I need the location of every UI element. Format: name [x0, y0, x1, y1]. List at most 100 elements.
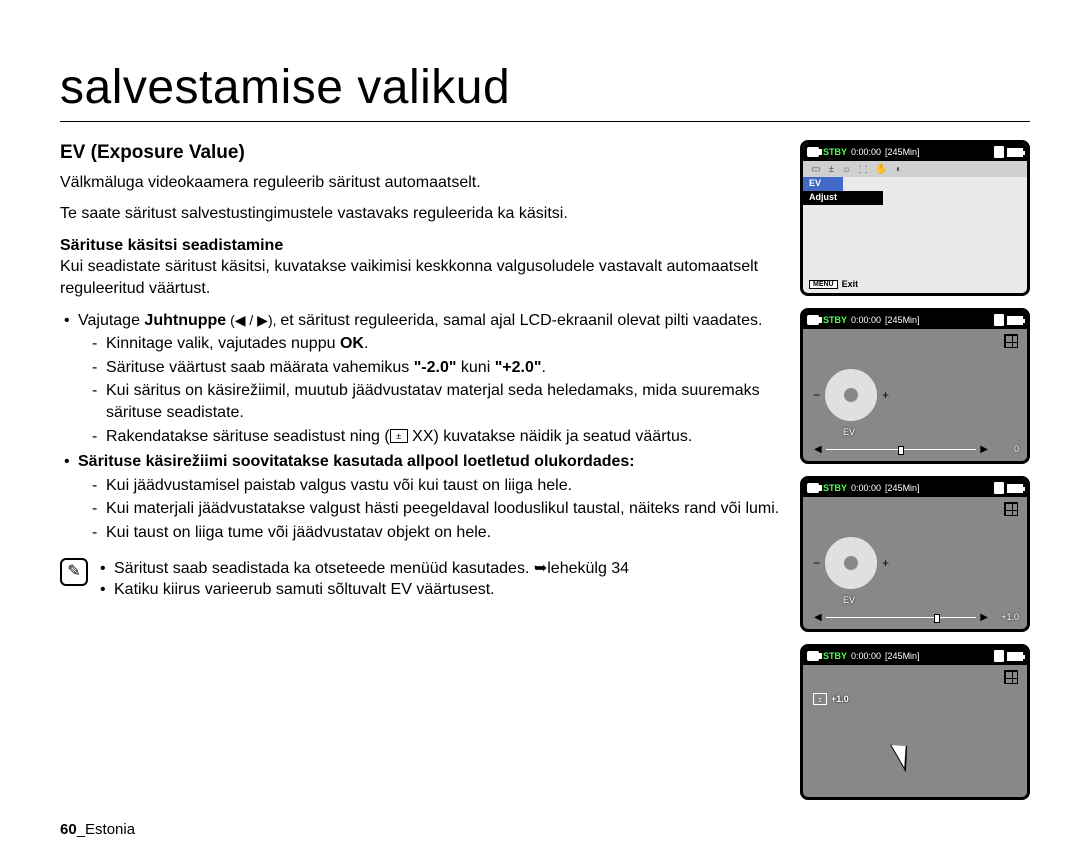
note-list: Säritust saab seadistada ka otseteede me… [98, 558, 629, 601]
mode-icon: ◐ [896, 164, 902, 175]
ev-label: EV [803, 177, 843, 191]
dash-item: Kinnitage valik, vajutades nuppu OK. [78, 333, 780, 355]
lcd-preview-menu: STBY 0:00:00 [245Min] ▭ ± ☼ ⸬ ✋ ◐ EV Adj… [800, 140, 1030, 296]
time-label: 0:00:00 [851, 651, 881, 661]
note-item: Säritust saab seadistada ka otseteede me… [98, 558, 629, 580]
icon-row: ▭ ± ☼ ⸬ ✋ ◐ [803, 161, 1027, 177]
footer-text: _Estonia [77, 821, 135, 838]
bullet-list-1: Vajutage Juhtnuppe (◀ / ▶), et säritust … [60, 310, 780, 544]
text: kuni [456, 359, 494, 376]
range-low: "-2.0" [414, 359, 457, 376]
ev-dial-label: EV [843, 595, 855, 605]
left-column: EV (Exposure Value) Välkmäluga videokaam… [60, 140, 780, 800]
lcd-topbar: STBY 0:00:00 [245Min] [803, 647, 1027, 665]
ev-dial-label: EV [843, 427, 855, 437]
text: Rakendatakse särituse seadistust ning ( [106, 428, 390, 445]
cursor-arrow-icon [890, 738, 918, 773]
page-title: salvestamise valikud [60, 60, 1030, 122]
left-arrow-icon: ◀ [811, 444, 825, 455]
range-high: "+2.0" [495, 359, 542, 376]
right-arrow-icon: ▶ [977, 612, 991, 623]
duration-label: [245Min] [885, 315, 920, 325]
right-arrow-icon: ▶ [977, 444, 991, 455]
dash-item: Kui taust on liiga tume või jäädvustatav… [78, 522, 780, 544]
duration-label: [245Min] [885, 651, 920, 661]
duration-label: [245Min] [885, 483, 920, 493]
ev-slider: ◀ ▶ 0 [811, 443, 1019, 455]
stby-label: STBY [823, 315, 847, 325]
grid-icon [1003, 501, 1019, 517]
sub-para: Kui seadistate säritust käsitsi, kuvatak… [60, 256, 780, 299]
battery-icon [1007, 316, 1023, 325]
sub-heading: Särituse käsitsi seadistamine [60, 235, 780, 257]
slider-track [825, 448, 978, 451]
battery-icon [1007, 484, 1023, 493]
dash-item: Rakendatakse särituse seadistust ning (±… [78, 426, 780, 448]
text: Kinnitage valik, vajutades nuppu [106, 335, 340, 352]
lcd-preview-dial-1: STBY 0:00:00 [245Min] − + EV ◀ ▶ + [800, 476, 1030, 632]
dash-item: Kui materjali jäädvustatakse valgust häs… [78, 498, 780, 520]
dash-item: Särituse väärtust saab määrata vahemikus… [78, 357, 780, 379]
text: . [364, 335, 368, 352]
time-label: 0:00:00 [851, 315, 881, 325]
lcd-topbar: STBY 0:00:00 [245Min] [803, 479, 1027, 497]
text-bold: Särituse käsirežiimi soovitatakse kasuta… [78, 453, 635, 470]
plus-icon: + [882, 388, 889, 402]
ev-value-badge: ± +1.0 [813, 693, 849, 705]
arrow-glyphs: (◀ / ▶), [226, 312, 280, 328]
menu-bar: MENU Exit [809, 279, 858, 289]
note-item: Katiku kiirus varieerub samuti sõltuvalt… [98, 579, 629, 601]
text: . [541, 359, 545, 376]
dash-list: Kui jäädvustamisel paistab valgus vastu … [78, 475, 780, 544]
text: Vajutage [78, 312, 144, 329]
sd-icon [994, 650, 1004, 662]
stby-label: STBY [823, 483, 847, 493]
mode-icon: ▭ [811, 164, 820, 175]
right-column: STBY 0:00:00 [245Min] ▭ ± ☼ ⸬ ✋ ◐ EV Adj… [800, 140, 1030, 800]
mode-icon: ☼ [842, 164, 851, 175]
slider-value: 0 [995, 444, 1019, 454]
grid-icon [1003, 669, 1019, 685]
note-icon: ✎ [60, 558, 88, 586]
stby-label: STBY [823, 147, 847, 157]
slider-value: +1.0 [995, 612, 1019, 622]
intro-2: Te saate säritust salvestustingimustele … [60, 203, 780, 225]
section-heading: EV (Exposure Value) [60, 140, 780, 166]
ev-dial: − + [823, 367, 879, 423]
sd-icon [994, 314, 1004, 326]
left-arrow-icon: ◀ [811, 612, 825, 623]
lcd-topbar: STBY 0:00:00 [245Min] [803, 311, 1027, 329]
menu-button: MENU [809, 280, 838, 289]
slider-track [825, 616, 978, 619]
mode-icon: ± [828, 164, 834, 175]
ev-slider: ◀ ▶ +1.0 [811, 611, 1019, 623]
intro-1: Välkmäluga videokaamera reguleerib särit… [60, 172, 780, 194]
exit-label: Exit [842, 279, 859, 289]
duration-label: [245Min] [885, 147, 920, 157]
dash-list: Kinnitage valik, vajutades nuppu OK. Sär… [78, 333, 780, 447]
minus-icon: − [813, 556, 820, 570]
ok-label: OK [340, 335, 364, 352]
battery-icon [1007, 148, 1023, 157]
note-box: ✎ Säritust saab seadistada ka otseteede … [60, 558, 780, 601]
camcorder-icon [807, 483, 819, 493]
text: XX) kuvatakse näidik ja seatud väärtus. [408, 428, 693, 445]
camcorder-icon [807, 147, 819, 157]
adjust-label: Adjust [803, 191, 883, 205]
dash-item: Kui säritus on käsirežiimil, muutub jääd… [78, 380, 780, 423]
grid-icon [1003, 333, 1019, 349]
plus-icon: + [882, 556, 889, 570]
page-number: 60 [60, 821, 77, 838]
text: et säritust reguleerida, samal ajal LCD-… [280, 312, 762, 329]
text: Särituse väärtust saab määrata vahemikus [106, 359, 414, 376]
battery-icon [1007, 652, 1023, 661]
camcorder-icon [807, 651, 819, 661]
bullet-item: Särituse käsirežiimi soovitatakse kasuta… [60, 451, 780, 543]
camcorder-icon [807, 315, 819, 325]
lcd-preview-dial-0: STBY 0:00:00 [245Min] − + EV ◀ ▶ 0 [800, 308, 1030, 464]
bullet-item: Vajutage Juhtnuppe (◀ / ▶), et säritust … [60, 310, 780, 448]
mode-icon: ✋ [875, 164, 887, 175]
ev-dial: − + [823, 535, 879, 591]
slider-thumb [934, 614, 940, 623]
slider-thumb [898, 446, 904, 455]
